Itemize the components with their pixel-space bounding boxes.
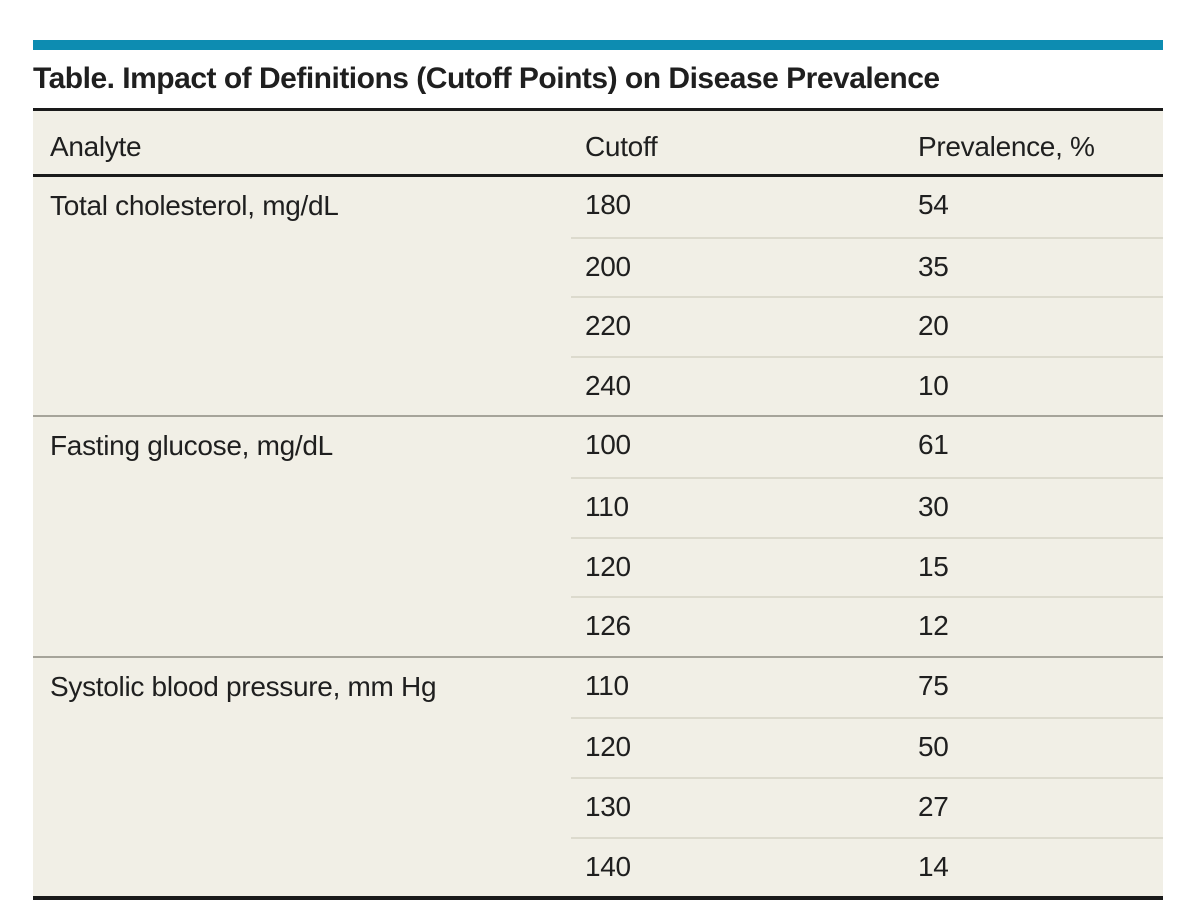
analyte-group-fasting-glucose: Fasting glucose, mg/dL 100 61 110 30 120… xyxy=(33,415,1163,655)
prevalence-cell: 20 xyxy=(918,310,949,342)
cutoff-cell: 100 xyxy=(585,429,631,461)
table-row: 240 10 xyxy=(571,355,1163,416)
prevalence-cell: 30 xyxy=(918,490,949,522)
cutoff-cell: 120 xyxy=(585,550,631,582)
table-row: 120 50 xyxy=(571,717,1163,777)
table-row: 130 27 xyxy=(571,776,1163,837)
prevalence-cell: 35 xyxy=(918,250,949,282)
analyte-label: Total cholesterol, mg/dL xyxy=(50,190,339,221)
analyte-label: Fasting glucose, mg/dL xyxy=(50,430,333,462)
column-header-analyte: Analyte xyxy=(50,131,142,162)
group-rows: 110 75 120 50 130 27 140 14 xyxy=(571,658,1163,896)
data-table: Analyte Cutoff Prevalence, % Total chole… xyxy=(33,108,1163,901)
prevalence-cell: 61 xyxy=(918,429,949,461)
cutoff-cell: 180 xyxy=(585,189,631,220)
cutoff-cell: 240 xyxy=(585,369,631,401)
analyte-group-total-cholesterol: Total cholesterol, mg/dL 180 54 200 35 2… xyxy=(33,177,1163,415)
cutoff-cell: 130 xyxy=(585,790,631,822)
group-rows: 180 54 200 35 220 20 240 10 xyxy=(571,177,1163,415)
analyte-label: Systolic blood pressure, mm Hg xyxy=(50,670,437,702)
prevalence-cell: 10 xyxy=(918,369,949,401)
prevalence-cell: 14 xyxy=(918,850,949,882)
prevalence-cell: 15 xyxy=(918,550,949,582)
table-row: 220 20 xyxy=(571,296,1163,356)
analyte-group-systolic-bp: Systolic blood pressure, mm Hg 110 75 12… xyxy=(33,655,1163,896)
table-row: 100 61 xyxy=(571,417,1163,477)
column-header-prevalence: Prevalence, % xyxy=(918,131,1095,162)
cutoff-cell: 120 xyxy=(585,731,631,763)
cutoff-cell: 220 xyxy=(585,310,631,342)
prevalence-cell: 27 xyxy=(918,790,949,822)
table-row: 110 75 xyxy=(571,658,1163,718)
prevalence-cell: 50 xyxy=(918,731,949,763)
cutoff-cell: 110 xyxy=(585,490,629,522)
prevalence-cell: 12 xyxy=(918,610,949,642)
cutoff-cell: 200 xyxy=(585,250,631,282)
table-row: 120 15 xyxy=(571,536,1163,597)
group-rows: 100 61 110 30 120 15 126 12 xyxy=(571,417,1163,655)
table-header-row: Analyte Cutoff Prevalence, % xyxy=(33,111,1163,177)
table-row: 126 12 xyxy=(571,596,1163,656)
table-title: Table. Impact of Definitions (Cutoff Poi… xyxy=(33,62,940,95)
cutoff-cell: 126 xyxy=(585,610,631,642)
table-figure: Table. Impact of Definitions (Cutoff Poi… xyxy=(33,40,1163,901)
table-row: 180 54 xyxy=(571,177,1163,237)
cutoff-cell: 110 xyxy=(585,669,629,701)
table-row: 110 30 xyxy=(571,476,1163,537)
table-row: 200 35 xyxy=(571,236,1163,297)
accent-bar xyxy=(33,40,1163,50)
cutoff-cell: 140 xyxy=(585,850,631,882)
prevalence-cell: 75 xyxy=(918,669,949,701)
column-header-cutoff: Cutoff xyxy=(585,131,658,162)
table-row: 140 14 xyxy=(571,836,1163,897)
prevalence-cell: 54 xyxy=(918,189,949,220)
